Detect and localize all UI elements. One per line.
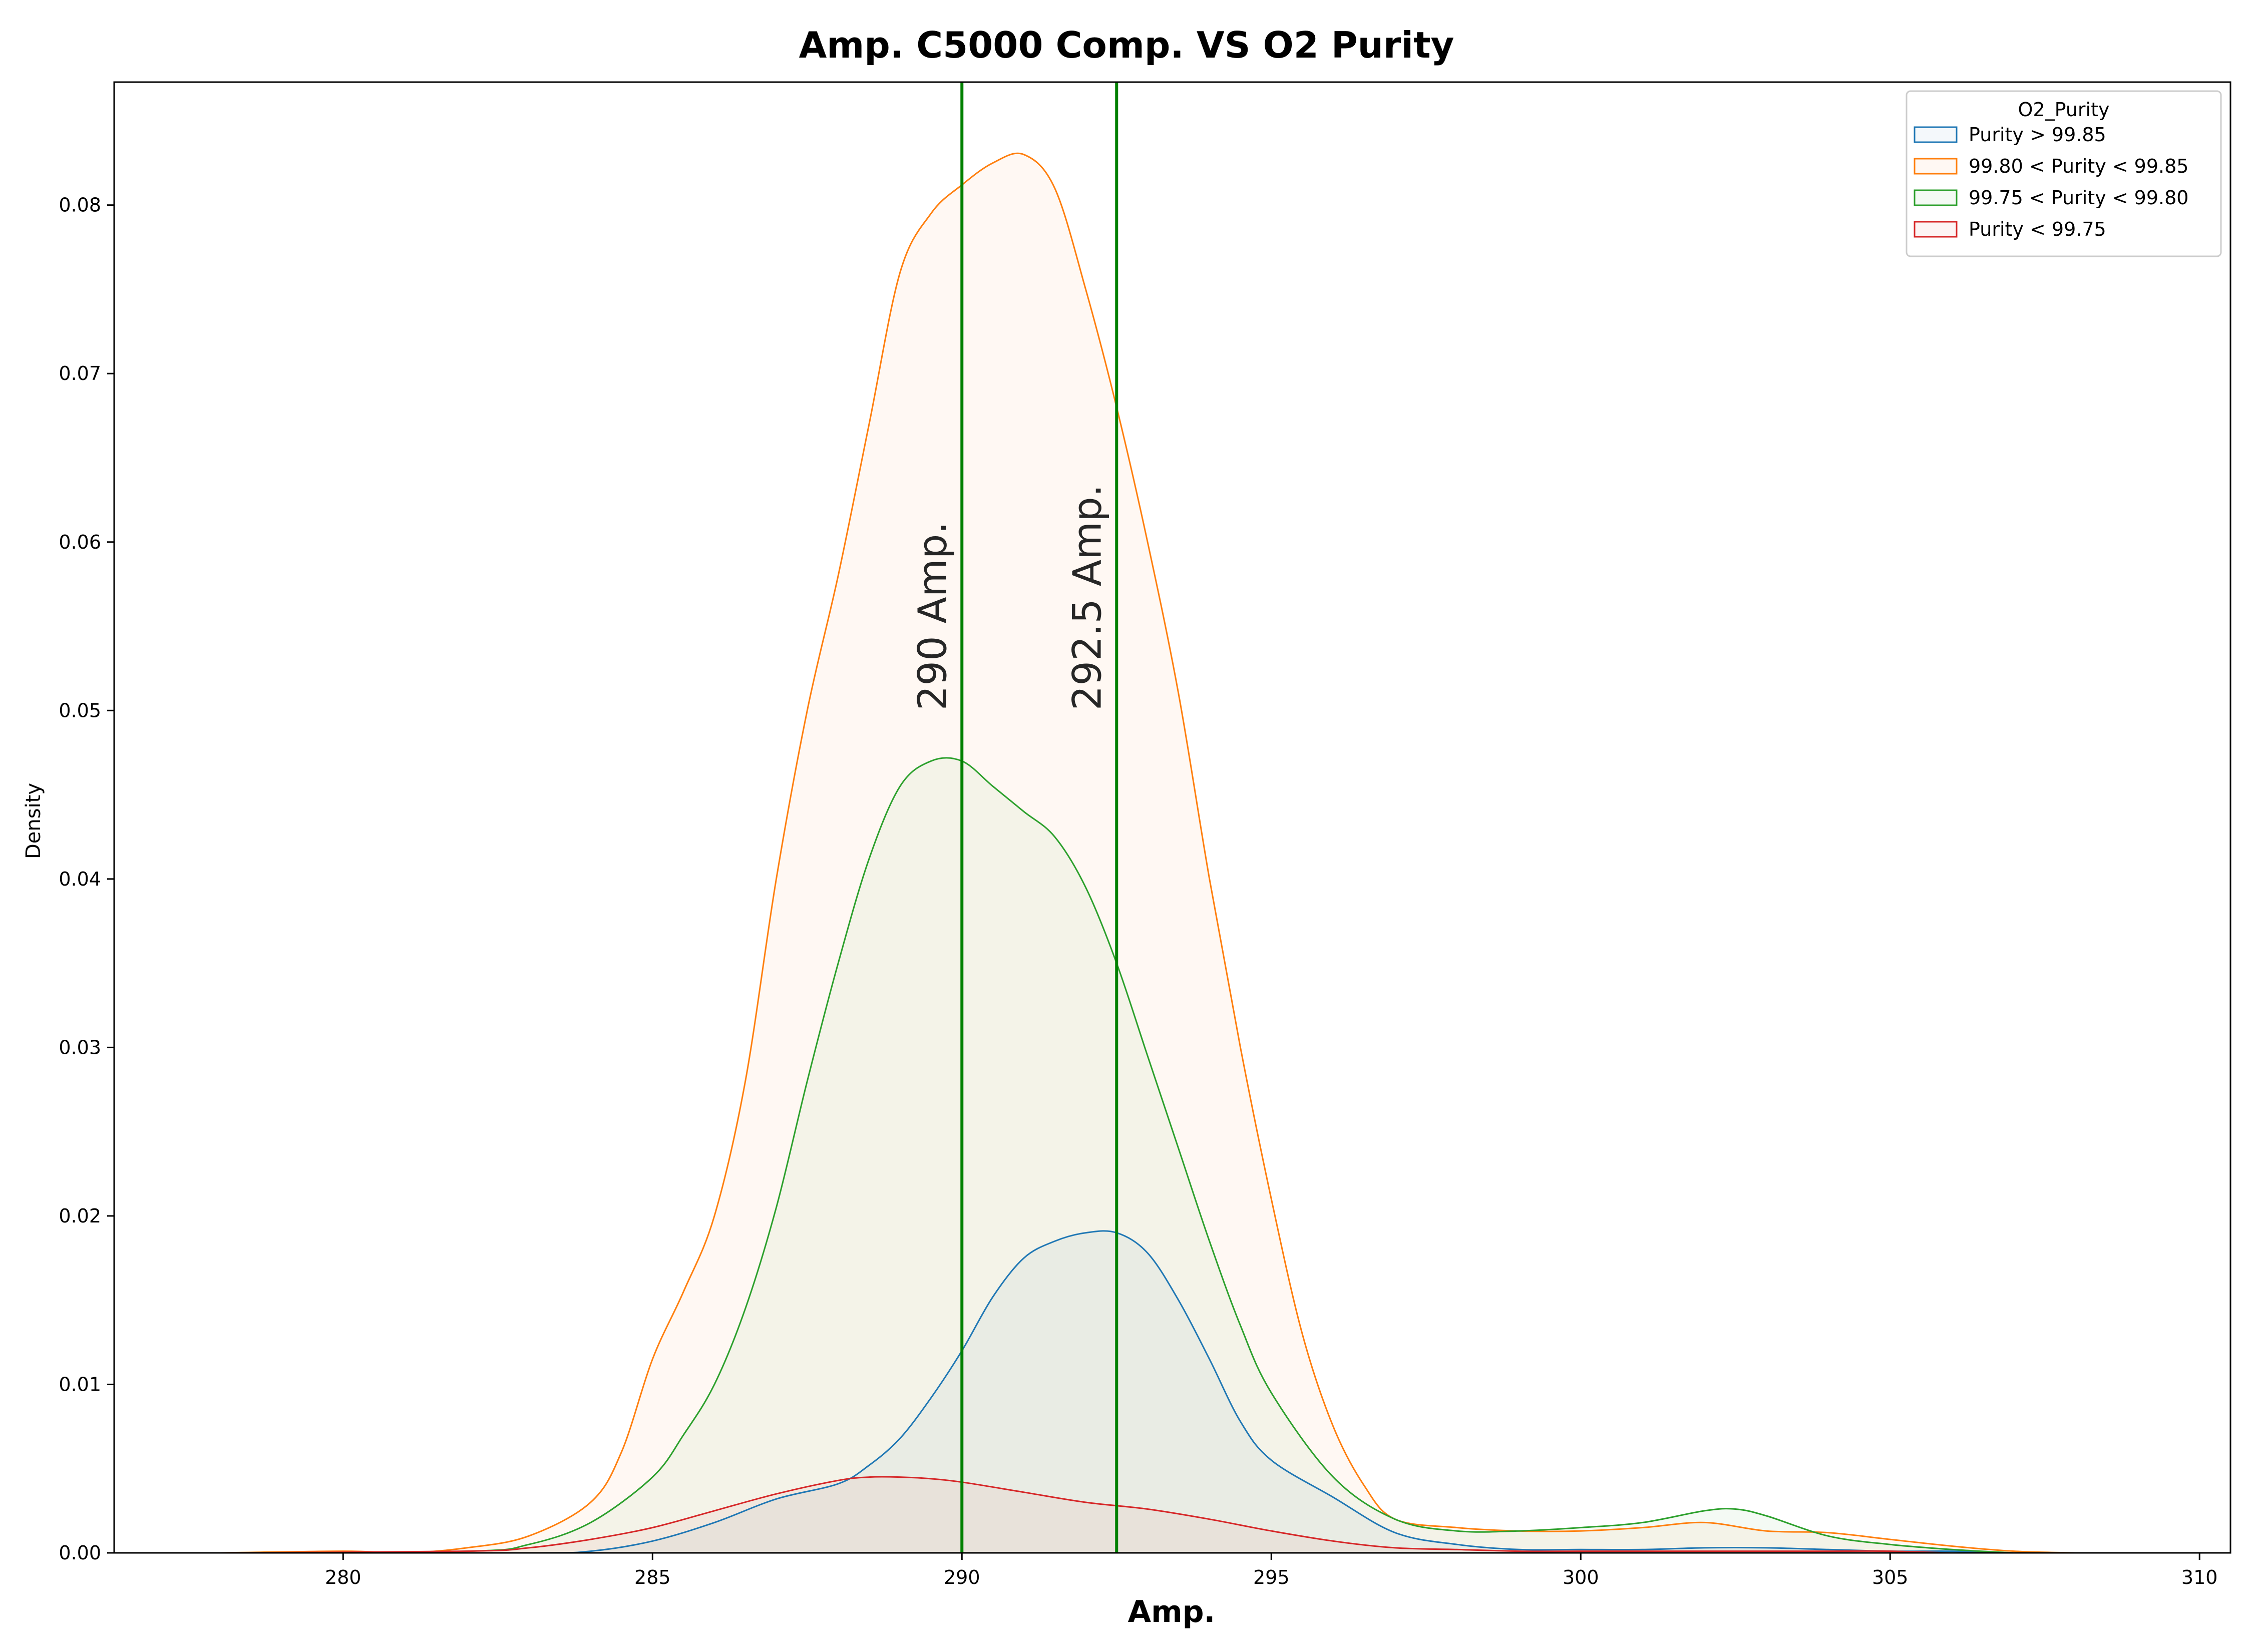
y-tick-label-3: 0.02 <box>59 1205 101 1227</box>
series-line-4 <box>219 1476 2014 1554</box>
series-fills <box>219 153 2076 1553</box>
y-tick-label-8: 0.07 <box>59 362 101 384</box>
x-tick-label-2: 285 <box>634 1566 671 1588</box>
series-lines <box>219 152 2076 1554</box>
y-tick-label-4: 0.03 <box>59 1036 101 1058</box>
legend: O2_Purity Purity > 99.85 99.80 < Purity <… <box>1906 90 2222 257</box>
y-axis-label: Density <box>22 783 45 859</box>
series-line-1 <box>219 1230 2014 1554</box>
legend-label-3: 99.75 < Purity < 99.80 <box>1969 187 2188 209</box>
x-tick-label-5: 300 <box>1563 1566 1599 1588</box>
legend-label-1: Purity > 99.85 <box>1969 124 2106 146</box>
y-axis-ticks: 0.00 0.01 0.02 0.03 0.04 0.05 0.06 0.07 0.08 <box>59 194 114 1564</box>
x-tick-label-1: 280 <box>325 1566 361 1588</box>
x-axis-label: Amp. <box>1128 1594 1216 1629</box>
y-tick-label-6: 0.05 <box>59 699 101 721</box>
x-tick-label-4: 295 <box>1253 1566 1290 1588</box>
legend-title: O2_Purity <box>2018 99 2110 121</box>
vline-label-1: 290 Amp. <box>910 522 955 710</box>
chart-title: Amp. C5000 Comp. VS O2 Purity <box>799 24 1454 66</box>
reference-lines: 290 Amp. 292.5 Amp. <box>910 82 1118 1553</box>
vline-label-2: 292.5 Amp. <box>1065 485 1110 711</box>
x-tick-label-7: 310 <box>2181 1566 2218 1588</box>
legend-swatch-4 <box>1914 221 1958 238</box>
series-line-2 <box>219 152 2076 1554</box>
x-axis-ticks: 280 285 290 295 300 305 310 <box>325 1553 2217 1588</box>
legend-swatch-3 <box>1914 189 1958 206</box>
plot-area-frame <box>113 81 2231 1554</box>
series-line-3 <box>219 757 2014 1554</box>
legend-swatch-1 <box>1914 126 1958 143</box>
y-tick-label-2: 0.01 <box>59 1373 101 1395</box>
series-fill-2 <box>219 153 2076 1553</box>
legend-label-2: 99.80 < Purity < 99.85 <box>1969 155 2188 177</box>
y-tick-label-1: 0.00 <box>59 1542 101 1564</box>
legend-swatch-2 <box>1914 158 1958 175</box>
legend-box <box>1906 90 2222 257</box>
x-tick-label-3: 290 <box>944 1566 980 1588</box>
legend-label-4: Purity < 99.75 <box>1969 218 2106 240</box>
y-tick-label-9: 0.08 <box>59 194 101 216</box>
y-tick-label-7: 0.06 <box>59 531 101 553</box>
x-tick-label-6: 305 <box>1872 1566 1909 1588</box>
y-tick-label-5: 0.04 <box>59 868 101 890</box>
